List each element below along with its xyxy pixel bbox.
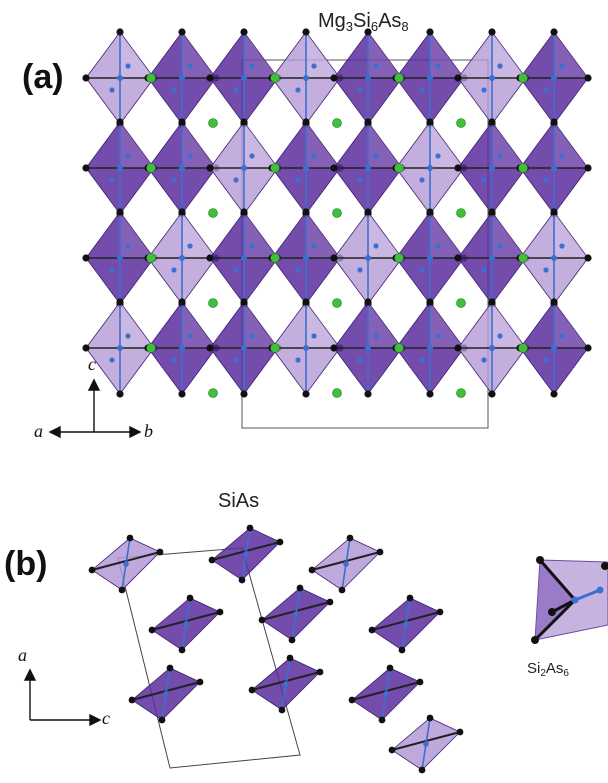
panel-a-structure xyxy=(82,28,592,429)
axis-label-b-up: a xyxy=(18,645,27,665)
octahedron xyxy=(454,118,530,218)
mg-atom xyxy=(332,298,342,308)
panel-b-title: SiAs xyxy=(218,490,260,512)
axis-label-a-right: b xyxy=(144,421,153,441)
octahedron xyxy=(268,118,344,218)
octahedron-chain xyxy=(388,714,464,774)
mg-atom xyxy=(518,163,528,173)
mg-atom xyxy=(394,73,404,83)
octahedron xyxy=(392,28,468,128)
panel-a-label: (a) xyxy=(22,58,64,96)
octahedron xyxy=(516,208,592,308)
mg-atom xyxy=(394,343,404,353)
octahedron xyxy=(454,208,530,308)
octahedron xyxy=(516,118,592,218)
mg-atom xyxy=(208,388,218,398)
octahedron-chain xyxy=(248,654,324,714)
inset-title: Si2As6 xyxy=(527,660,569,679)
octahedron-chain xyxy=(88,534,164,594)
mg-atom xyxy=(456,118,466,128)
mg-atom xyxy=(456,208,466,218)
axis-label-a-up: c xyxy=(88,354,96,374)
mg-atom xyxy=(208,118,218,128)
octahedron xyxy=(206,298,282,398)
octahedron xyxy=(516,298,592,398)
mg-atom xyxy=(146,343,156,353)
octahedron xyxy=(330,298,406,398)
octahedron xyxy=(330,118,406,218)
octahedron xyxy=(392,118,468,218)
octahedron xyxy=(268,298,344,398)
octahedron xyxy=(144,298,220,398)
octahedron-chain xyxy=(308,534,384,594)
octahedron-chain xyxy=(128,664,204,724)
octahedron-chain xyxy=(368,594,444,654)
mg-atom xyxy=(208,298,218,308)
octahedron xyxy=(516,28,592,128)
mg-atom xyxy=(518,343,528,353)
mg-atom xyxy=(394,253,404,263)
axis-label-b-right: c xyxy=(102,708,110,728)
mg-atom xyxy=(208,208,218,218)
panel-a-title: Mg3Si6As8 xyxy=(318,10,409,34)
mg-atom xyxy=(394,163,404,173)
panel-b-structure xyxy=(88,524,464,774)
octahedron-chain xyxy=(348,664,424,724)
axis-label-a-left: a xyxy=(34,421,43,441)
axis-arrows-b xyxy=(23,668,102,727)
octahedron xyxy=(206,208,282,308)
unit-cell-outline-b xyxy=(117,547,301,769)
octahedron-chain xyxy=(258,584,334,644)
si2as6-unit xyxy=(531,556,608,644)
octahedron xyxy=(330,28,406,128)
mg-atom xyxy=(518,73,528,83)
mg-atom xyxy=(146,73,156,83)
mg-atom xyxy=(456,298,466,308)
mg-atom xyxy=(270,163,280,173)
mg-atom xyxy=(518,253,528,263)
octahedron-chain xyxy=(208,524,284,584)
mg-atom xyxy=(332,208,342,218)
octahedron xyxy=(268,28,344,128)
octahedron xyxy=(82,208,158,308)
octahedron xyxy=(82,298,158,398)
panel-b-label: (b) xyxy=(4,545,48,583)
mg-atom xyxy=(332,388,342,398)
octahedron-chain xyxy=(148,594,224,654)
mg-atom xyxy=(146,163,156,173)
mg-atom xyxy=(270,253,280,263)
mg-atom xyxy=(270,343,280,353)
octahedron xyxy=(454,298,530,398)
octahedron xyxy=(268,208,344,308)
axis-arrows-a xyxy=(48,378,142,439)
mg-atom xyxy=(270,73,280,83)
mg-atom xyxy=(456,388,466,398)
octahedron xyxy=(82,118,158,218)
mg-atom xyxy=(332,118,342,128)
mg-atom xyxy=(146,253,156,263)
